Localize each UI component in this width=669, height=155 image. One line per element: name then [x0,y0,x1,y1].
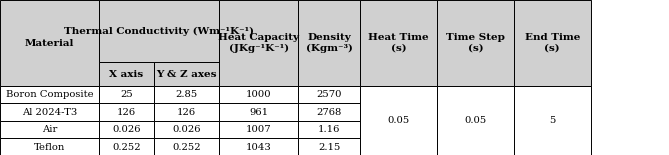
Bar [298,86,360,104]
Bar [360,0,437,86]
Text: Time Step
(s): Time Step (s) [446,33,505,53]
Text: Thermal Conductivity (Wm⁻¹K⁻¹): Thermal Conductivity (Wm⁻¹K⁻¹) [64,27,254,35]
Text: Al 2024-T3: Al 2024-T3 [22,108,77,117]
Bar [99,0,219,62]
Text: 25: 25 [120,90,133,99]
Bar [514,0,591,86]
Bar [99,138,154,155]
Bar [154,86,219,104]
Text: 0.026: 0.026 [173,125,201,134]
Bar [298,121,360,138]
Text: 2.15: 2.15 [318,143,341,152]
Bar [154,104,219,121]
Bar [99,86,154,104]
Text: 126: 126 [117,108,136,117]
Text: 0.05: 0.05 [387,116,409,125]
Text: 1043: 1043 [246,143,272,152]
Text: 0.05: 0.05 [464,116,486,125]
Text: 1000: 1000 [246,90,272,99]
Bar [437,0,514,86]
Text: 2768: 2768 [316,108,342,117]
Text: Material: Material [25,38,74,48]
Bar [298,0,360,86]
Text: Teflon: Teflon [34,143,65,152]
Bar [99,121,154,138]
Text: 1.16: 1.16 [318,125,341,134]
Bar [219,0,298,86]
Text: Air: Air [42,125,57,134]
Text: Heat Time
(s): Heat Time (s) [368,33,429,53]
Text: 961: 961 [250,108,268,117]
Bar [154,121,219,138]
Bar [298,104,360,121]
Bar [0,138,99,155]
Text: Heat Capacity
(JKg⁻¹K⁻¹): Heat Capacity (JKg⁻¹K⁻¹) [218,33,300,53]
Text: 5: 5 [549,116,555,125]
Bar [219,86,298,104]
Bar [154,62,219,86]
Bar [99,104,154,121]
Bar [154,138,219,155]
Text: 0.026: 0.026 [112,125,140,134]
Bar [0,121,99,138]
Text: End Time
(s): End Time (s) [524,33,580,53]
Bar [0,0,99,86]
Text: Y & Z axes: Y & Z axes [157,69,217,79]
Text: 0.252: 0.252 [173,143,201,152]
Text: 0.252: 0.252 [112,143,140,152]
Text: 126: 126 [177,108,196,117]
Bar [437,86,514,155]
Text: 2570: 2570 [316,90,342,99]
Bar [219,121,298,138]
Text: 1007: 1007 [246,125,272,134]
Bar [360,86,437,155]
Bar [0,104,99,121]
Text: 2.85: 2.85 [175,90,198,99]
Bar [0,86,99,104]
Bar [219,104,298,121]
Bar [514,86,591,155]
Bar [99,62,154,86]
Bar [219,138,298,155]
Text: Boron Composite: Boron Composite [6,90,93,99]
Bar [298,138,360,155]
Text: X axis: X axis [109,69,144,79]
Text: Density
(Kgm⁻³): Density (Kgm⁻³) [306,33,353,53]
